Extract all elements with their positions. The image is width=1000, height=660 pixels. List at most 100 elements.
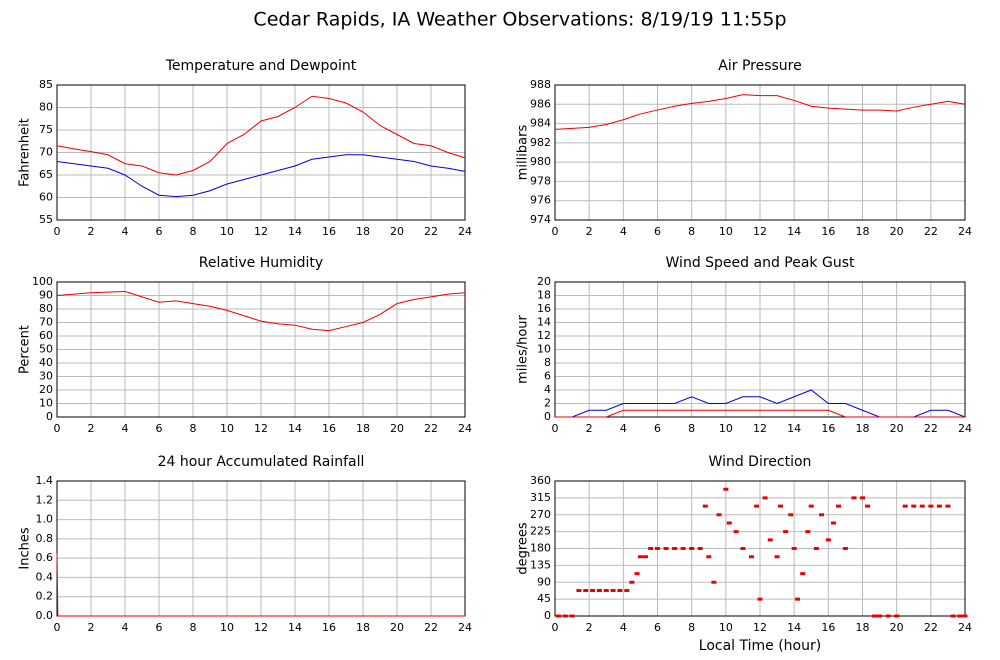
x-tick-label: 4 (122, 621, 129, 634)
data-point (726, 521, 732, 525)
y-tick-label: 980 (530, 155, 551, 168)
data-point (767, 538, 773, 542)
data-point (754, 504, 760, 508)
y-tick-label: 85 (39, 78, 53, 91)
y-tick-label: 0 (544, 609, 551, 622)
y-tick-label: 20 (537, 275, 551, 288)
data-point (928, 504, 934, 508)
x-tick-label: 22 (424, 621, 438, 634)
y-tick-label: 50 (39, 343, 53, 356)
x-tick-label: 24 (458, 225, 472, 238)
x-tick-label: 14 (787, 621, 801, 634)
x-tick-label: 6 (654, 225, 661, 238)
x-tick-label: 20 (890, 422, 904, 435)
y-tick-label: 60 (39, 191, 53, 204)
data-point (800, 572, 806, 576)
y-tick-label: 60 (39, 329, 53, 342)
y-tick-label: 30 (39, 370, 53, 383)
data-point (945, 504, 951, 508)
data-line (56, 290, 466, 332)
data-line (555, 409, 965, 418)
y-tick-label: 0 (46, 410, 53, 423)
y-tick-label: 10 (537, 343, 551, 356)
x-tick-label: 2 (586, 621, 593, 634)
x-tick-label: 16 (322, 621, 336, 634)
data-point (689, 547, 695, 550)
data-point (643, 555, 649, 559)
y-tick-label: 0.2 (36, 590, 54, 603)
data-point (957, 614, 963, 618)
x-tick-label: 0 (54, 621, 61, 634)
data-point (748, 555, 754, 559)
y-tick-label: 4 (544, 383, 551, 396)
data-point (791, 547, 797, 550)
x-tick-label: 10 (220, 225, 234, 238)
x-tick-label: 18 (856, 422, 870, 435)
x-tick-label: 18 (356, 422, 370, 435)
y-tick-label: 6 (544, 370, 551, 383)
x-tick-label: 0 (552, 225, 559, 238)
x-tick-label: 12 (254, 621, 268, 634)
y-tick-label: 100 (32, 275, 53, 288)
x-tick-label: 8 (190, 422, 197, 435)
x-tick-label: 20 (390, 225, 404, 238)
chart-title: Temperature and Dewpoint (165, 58, 357, 74)
data-point (723, 487, 729, 491)
y-tick-label: 80 (39, 302, 53, 315)
data-point (583, 589, 589, 592)
data-point (555, 614, 561, 618)
data-point (911, 504, 917, 508)
chart-title: 24 hour Accumulated Rainfall (158, 454, 365, 470)
x-tick-label: 8 (190, 225, 197, 238)
x-tick-label: 22 (924, 422, 938, 435)
x-tick-label: 6 (654, 422, 661, 435)
x-tick-label: 20 (890, 621, 904, 634)
x-tick-label: 14 (787, 225, 801, 238)
y-tick-label: 0.6 (36, 551, 54, 564)
x-tick-label: 22 (424, 422, 438, 435)
x-tick-label: 16 (821, 225, 835, 238)
x-tick-label: 8 (688, 621, 695, 634)
data-point (805, 530, 811, 534)
data-point (655, 547, 660, 550)
y-axis-label: degrees (516, 522, 531, 575)
y-tick-label: 974 (530, 213, 551, 226)
x-tick-label: 14 (288, 422, 302, 435)
data-point (877, 614, 883, 618)
chart-title: Relative Humidity (199, 255, 323, 271)
x-tick-label: 24 (958, 422, 972, 435)
x-tick-label: 10 (719, 621, 733, 634)
data-point (603, 589, 609, 592)
y-tick-label: 0.4 (36, 570, 54, 583)
x-tick-label: 12 (254, 225, 268, 238)
data-point (706, 555, 712, 559)
y-tick-label: 360 (530, 474, 551, 487)
y-tick-label: 8 (544, 356, 551, 369)
data-point (576, 589, 582, 592)
plot-frame (56, 281, 466, 418)
chart-title: Wind Direction (709, 454, 812, 470)
chart-title: Wind Speed and Peak Gust (666, 255, 855, 271)
data-line (554, 94, 966, 130)
data-point (740, 547, 746, 550)
data-point (788, 513, 794, 517)
x-tick-label: 4 (122, 225, 129, 238)
x-tick-label: 4 (620, 422, 627, 435)
data-point (808, 504, 814, 508)
y-axis-label: Fahrenheit (18, 118, 33, 187)
data-point (590, 589, 596, 592)
x-tick-label: 16 (821, 422, 835, 435)
x-tick-label: 4 (122, 422, 129, 435)
data-point (680, 547, 686, 550)
data-line (56, 95, 466, 176)
data-point (672, 547, 678, 550)
y-tick-label: 70 (39, 146, 53, 159)
data-point (819, 513, 824, 517)
y-tick-label: 1.0 (36, 513, 54, 526)
data-point (596, 589, 602, 592)
data-point (936, 504, 942, 508)
data-point (842, 547, 848, 550)
x-tick-label: 2 (586, 225, 593, 238)
x-tick-label: 22 (924, 225, 938, 238)
